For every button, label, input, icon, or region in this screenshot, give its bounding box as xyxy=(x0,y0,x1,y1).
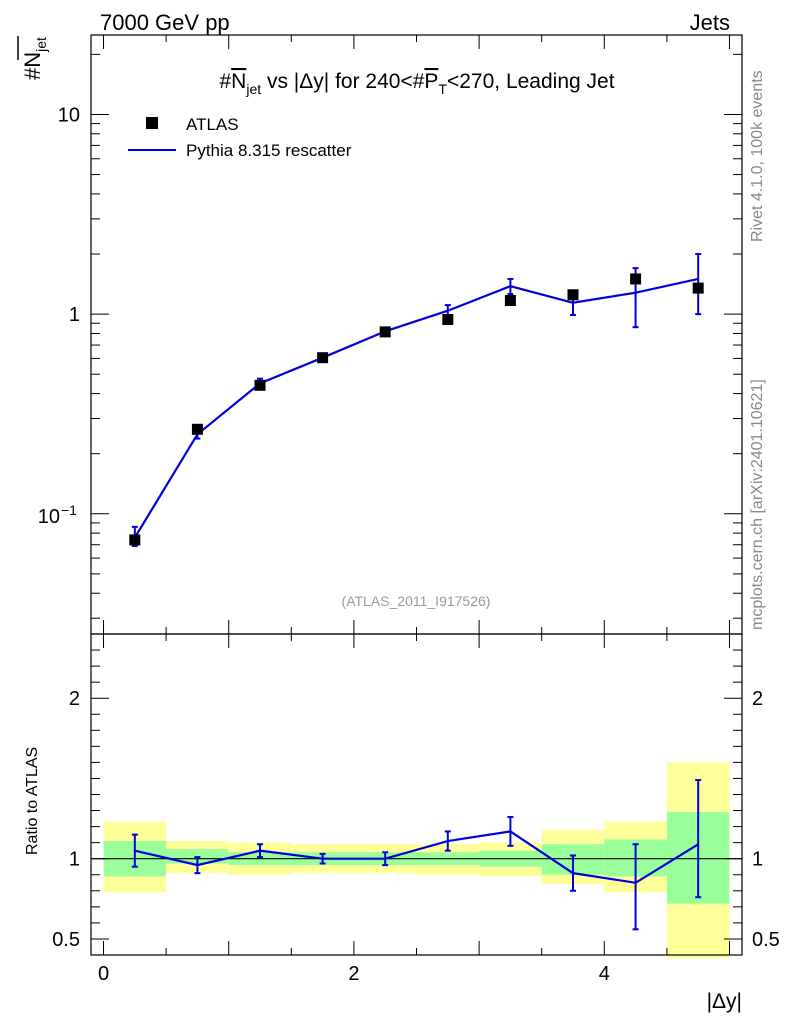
data-point xyxy=(129,534,141,546)
ratio-ylabel: Ratio to ATLAS xyxy=(24,747,41,855)
data-point xyxy=(379,326,391,338)
ratio-y-tick-label: 0.5 xyxy=(52,929,80,951)
ratio-y-tick-label-right: 0.5 xyxy=(752,929,780,951)
legend: ATLAS Pythia 8.315 rescatter xyxy=(128,115,352,160)
data-point xyxy=(692,282,704,294)
mc-line xyxy=(133,277,699,539)
header-right: Jets xyxy=(690,10,730,35)
legend-label-mc: Pythia 8.315 rescatter xyxy=(186,141,352,160)
mc-series xyxy=(131,253,702,547)
data-point xyxy=(504,295,516,307)
data-series xyxy=(129,273,704,546)
legend-marker-atlas xyxy=(146,117,158,129)
ratio-frame xyxy=(90,633,743,956)
title-post: <270, Leading Jet xyxy=(447,70,615,93)
legend-label-atlas: ATLAS xyxy=(186,115,239,134)
data-point xyxy=(630,273,642,285)
data-point xyxy=(191,423,203,435)
data-point xyxy=(442,313,454,325)
y-tick-label-1: 1 xyxy=(69,304,80,326)
x-tick-label: 2 xyxy=(348,963,359,985)
ratio-axes: 0.5 0.5 1 1 2 2 0 2 4 xyxy=(52,633,780,985)
y-tick-label-0.1: 10 xyxy=(38,506,60,528)
title-pre: # xyxy=(219,70,231,93)
ratio-mc-line xyxy=(134,830,699,884)
data-point xyxy=(254,379,266,391)
ratio-panel: 0.5 0.5 1 1 2 2 0 2 4 xyxy=(52,633,780,985)
data-point xyxy=(567,289,579,301)
main-ylabel: #Njet xyxy=(17,36,49,80)
x-axis-label: |Δy| xyxy=(707,990,742,1013)
analysis-watermark: (ATLAS_2011_I917526) xyxy=(342,593,491,609)
title-n: N xyxy=(231,70,246,93)
chart-title: #Njet vs |Δy| for 240<#PT<270, Leading J… xyxy=(219,70,614,97)
main-ylabel-sub: jet xyxy=(33,37,49,53)
y-tick-label-10: 10 xyxy=(58,104,80,126)
title-p: P xyxy=(424,70,438,93)
ratio-y-tick-label: 2 xyxy=(69,688,80,710)
mcplots-label: mcplots.cern.ch [arXiv:2401.10621] xyxy=(749,379,766,630)
x-tick-label: 4 xyxy=(599,963,610,985)
ratio-bands xyxy=(91,762,742,959)
rivet-label: Rivet 4.1.0, 100k events xyxy=(749,70,766,242)
main-ylabel-main: #N xyxy=(20,52,45,80)
ratio-y-tick-label: 1 xyxy=(69,849,80,871)
data-point xyxy=(317,352,329,364)
header-left: 7000 GeV pp xyxy=(100,10,230,35)
x-tick-label: 0 xyxy=(98,963,109,985)
ratio-y-tick-label-right: 2 xyxy=(752,688,763,710)
y-tick-label-exponent: −1 xyxy=(61,502,77,518)
ratio-y-tick-label-right: 1 xyxy=(752,849,763,871)
ratio-series xyxy=(131,779,702,931)
title-p-sub: T xyxy=(438,81,447,97)
title-mid: vs |Δy| for 240<# xyxy=(261,70,425,93)
svg-text:#Njet: #Njet xyxy=(20,37,49,80)
title-n-sub: jet xyxy=(245,81,261,97)
